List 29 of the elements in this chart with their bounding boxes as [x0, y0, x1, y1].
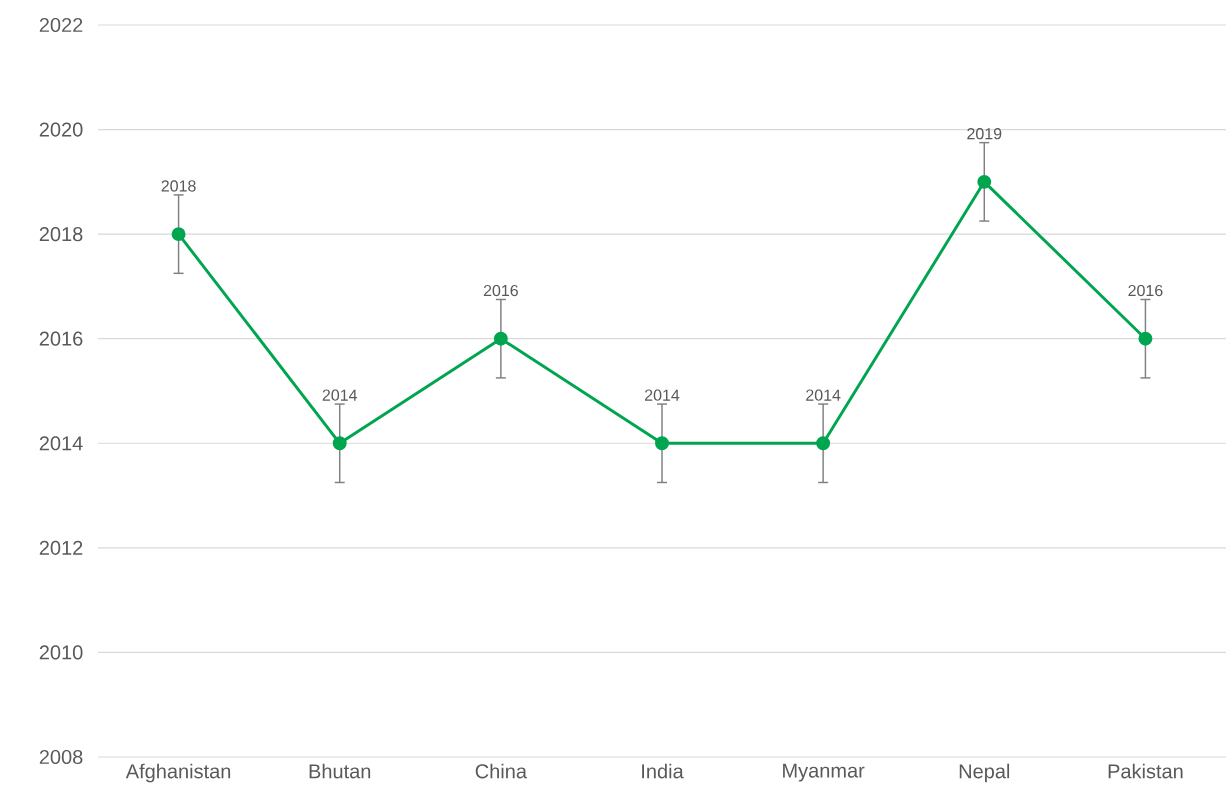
- y-tick-label: 2020: [39, 122, 83, 137]
- data-label: 2014: [645, 389, 680, 401]
- y-tick-label: 2012: [39, 540, 83, 555]
- point: [493, 331, 508, 346]
- y-tick-label: 2008: [39, 749, 83, 765]
- point: [332, 436, 347, 451]
- point: [1138, 331, 1153, 346]
- data-label: 2014: [806, 389, 841, 401]
- y-tick-label: 2010: [39, 645, 83, 660]
- data-label: 2016: [483, 284, 518, 297]
- y-tick-label: 2018: [39, 227, 83, 242]
- point: [977, 174, 992, 189]
- y-tick-label: 2016: [39, 331, 83, 346]
- x-tick-label: China: [475, 763, 527, 779]
- x-tick-label: Nepal: [959, 763, 1010, 783]
- point: [655, 436, 669, 451]
- data-label: 2018: [161, 180, 196, 192]
- y-tick-label: 2022: [39, 17, 83, 33]
- point: [816, 436, 831, 451]
- x-tick-label: Bhutan: [309, 763, 371, 779]
- x-tick-label: Myanmar: [783, 763, 865, 782]
- x-tick-label: Pakistan: [1108, 763, 1183, 779]
- y-tick-label: 2014: [39, 436, 83, 451]
- x-tick-label: Afghanistan: [125, 763, 231, 783]
- data-label: 2016: [1128, 284, 1163, 297]
- x-tick-label: India: [642, 763, 684, 779]
- point: [171, 227, 186, 242]
- data-label: 2019: [967, 128, 1002, 140]
- data-label: 2014: [322, 389, 358, 401]
